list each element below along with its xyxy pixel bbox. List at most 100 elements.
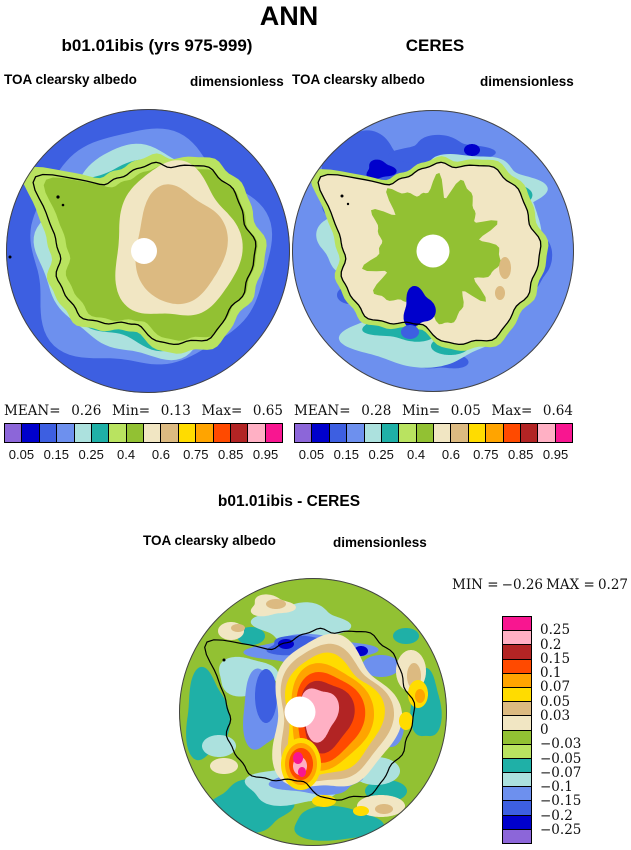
colorbar-cell — [503, 815, 531, 830]
colorbar-tick-label: 0.95 — [542, 447, 569, 462]
colorbar-boundary-label: −0.2 — [540, 807, 573, 824]
colorbar-boundary-label: −0.1 — [540, 779, 573, 795]
colorbar-cell — [503, 773, 531, 788]
island-dot — [346, 202, 350, 206]
colorbar-tick-label: 0.85 — [218, 447, 244, 462]
island-dot — [222, 658, 226, 662]
colorbar-cell — [503, 631, 531, 646]
model-variable-label: TOA clearsky albedo — [4, 72, 137, 87]
diff-units-label: dimensionless — [333, 535, 427, 550]
model-colorbar-ticks: 0.05 0.15 0.25 0.4 0.6 0.75 0.85 0.95 — [4, 447, 283, 462]
contour-band — [362, 655, 400, 677]
island-dot — [8, 255, 12, 259]
colorbar-tick-label: 0.75 — [473, 447, 499, 462]
antarctica-coastline — [204, 627, 416, 801]
colorbar-cell — [39, 424, 58, 442]
ceres-panel-title: CERES — [405, 36, 465, 55]
diff-panel-title: b01.01ibis - CERES — [217, 493, 361, 510]
colorbar-tick-label: 0.4 — [117, 447, 136, 462]
contour-band — [499, 257, 511, 279]
colorbar-cell — [503, 744, 531, 759]
island-dot — [56, 195, 60, 199]
max-value: 0.64 — [542, 403, 573, 419]
colorbar-cell — [91, 424, 110, 442]
contour-band — [231, 624, 245, 632]
colorbar-boundary-label: 0.05 — [540, 693, 571, 710]
colorbar-cell — [503, 659, 531, 674]
pole-hole — [284, 696, 316, 728]
colorbar-tick-label: 0.4 — [407, 447, 426, 462]
mean-label: MEAN= — [294, 403, 351, 419]
colorbar-tick-label: 0.05 — [8, 447, 35, 462]
ceres-units-label: dimensionless — [480, 74, 574, 89]
min-value: 0.05 — [450, 403, 481, 419]
contour-band — [495, 286, 505, 300]
colorbar-boundary-label: 0.2 — [540, 636, 562, 653]
colorbar-cell — [213, 424, 231, 442]
model-colorbar — [4, 423, 283, 443]
ceres-map — [292, 110, 574, 392]
colorbar-boundary-label: 0.1 — [540, 665, 562, 681]
colorbar-boundary-label: −0.03 — [540, 736, 582, 753]
map-rim — [179, 578, 447, 846]
max-label: MAX = — [546, 577, 595, 593]
model-map — [6, 109, 290, 393]
mean-value: 0.28 — [361, 403, 392, 419]
colorbar-boundary-label: −0.15 — [540, 793, 582, 810]
colorbar-tick-label: 0.6 — [441, 447, 460, 462]
colorbar-cell — [248, 424, 266, 442]
colorbar-cell — [520, 424, 539, 442]
contour-band — [255, 669, 277, 723]
colorbar-tick-label: 0.15 — [333, 447, 359, 462]
min-value: 0.13 — [160, 403, 191, 419]
ceres-colorbar-ticks: 0.05 0.15 0.25 0.4 0.6 0.75 0.85 0.95 — [294, 447, 573, 462]
pole-hole — [131, 238, 157, 264]
model-units-label: dimensionless — [190, 74, 284, 89]
diff-map — [179, 578, 447, 846]
colorbar-cell — [503, 424, 521, 442]
max-value: 0.27 — [597, 577, 628, 593]
min-label: Min= — [401, 403, 441, 419]
contour-band — [399, 712, 413, 730]
colorbar-cell — [109, 424, 127, 442]
colorbar-boundary-label: −0.05 — [540, 750, 582, 767]
colorbar-cell — [555, 424, 572, 442]
map-rim — [6, 109, 290, 393]
max-value: 0.65 — [252, 403, 283, 419]
contour-band — [401, 325, 419, 339]
colorbar-cell — [451, 424, 469, 442]
colorbar-cell — [57, 424, 75, 442]
colorbar-cell — [230, 424, 249, 442]
min-label: MIN = — [452, 577, 499, 593]
colorbar-boundary-label: −0.07 — [540, 764, 582, 781]
ceres-stats-row: MEAN= 0.28 Min= 0.05 Max= 0.64 — [294, 403, 573, 419]
colorbar-cell — [5, 424, 23, 442]
colorbar-cell — [503, 617, 531, 632]
pole-hole — [416, 234, 450, 268]
max-label: Max= — [201, 403, 243, 419]
colorbar-boundary-label: −0.25 — [540, 821, 582, 838]
colorbar-cell — [364, 424, 382, 442]
colorbar-cell — [295, 424, 313, 442]
contour-band — [353, 806, 369, 816]
colorbar-tick-label: 0.75 — [183, 447, 209, 462]
mean-value: 0.26 — [71, 403, 102, 419]
model-stats-row: MEAN= 0.26 Min= 0.13 Max= 0.65 — [4, 403, 283, 419]
colorbar-tick-label: 0.95 — [252, 447, 279, 462]
colorbar-boundary-label: 0 — [540, 722, 549, 738]
colorbar-tick-label: 0.15 — [43, 447, 69, 462]
colorbar-cell — [503, 645, 531, 660]
colorbar-cell — [538, 424, 556, 442]
contour-band — [393, 628, 419, 644]
colorbar-cell — [503, 730, 531, 745]
ceres-colorbar — [294, 423, 573, 443]
contour-band — [202, 735, 236, 757]
colorbar-cell — [503, 673, 531, 688]
colorbar-cell — [347, 424, 365, 442]
diff-colorbar — [502, 616, 532, 844]
colorbar-tick-label: 0.05 — [298, 447, 325, 462]
ceres-variable-label: TOA clearsky albedo — [292, 72, 425, 87]
colorbar-cell — [503, 801, 531, 816]
colorbar-tick-label: 0.85 — [508, 447, 534, 462]
colorbar-cell — [329, 424, 348, 442]
